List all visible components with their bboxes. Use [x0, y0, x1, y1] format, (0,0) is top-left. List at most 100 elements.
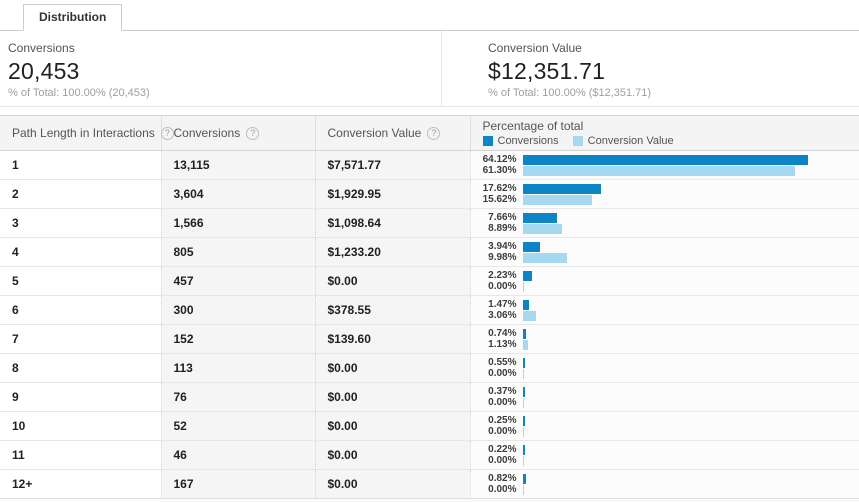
conversions-bar — [523, 474, 527, 484]
cell-path-length: 2 — [0, 180, 161, 209]
bar-track — [523, 474, 859, 484]
conversions-percent-label: 0.82% — [471, 473, 523, 484]
cell-conversions: 76 — [161, 383, 315, 412]
spacer — [0, 107, 859, 115]
cell-path-length: 1 — [0, 151, 161, 180]
path-length-table: Path Length in Interactions ? Conversion… — [0, 115, 859, 499]
summary-conversion-value-label: Conversion Value — [488, 41, 859, 55]
help-icon[interactable]: ? — [427, 127, 440, 140]
conversion-value-bar-row: 0.00% — [471, 484, 859, 495]
column-header-path-length-label: Path Length in Interactions — [12, 126, 155, 140]
legend-label-conversions: Conversions — [498, 135, 559, 147]
conversions-bar — [523, 387, 525, 397]
chart-legend: Conversions Conversion Value — [483, 135, 852, 147]
conversion-value-bar — [523, 282, 524, 292]
conversions-bar-row: 3.94% — [471, 241, 859, 252]
conversion-value-percent-label: 15.62% — [471, 194, 523, 205]
table-row: 6300$378.551.47%3.06% — [0, 296, 859, 325]
conversions-bar-row: 0.55% — [471, 357, 859, 368]
conversions-percent-label: 0.37% — [471, 386, 523, 397]
cell-conversion-value: $378.55 — [315, 296, 470, 325]
cell-conversions: 1,566 — [161, 209, 315, 238]
conversions-percent-label: 0.25% — [471, 415, 523, 426]
column-header-percentage-of-total: Percentage of total Conversions Conversi… — [470, 116, 859, 151]
cell-path-length: 10 — [0, 412, 161, 441]
summary-conversions-label: Conversions — [8, 41, 441, 55]
cell-percentage-bars: 3.94%9.98% — [470, 238, 859, 267]
conversion-value-bar — [523, 166, 796, 176]
bar-track — [523, 300, 859, 310]
cell-conversions: 152 — [161, 325, 315, 354]
conversion-value-percent-label: 3.06% — [471, 310, 523, 321]
conversions-bar — [523, 213, 557, 223]
conversions-bar-row: 0.82% — [471, 473, 859, 484]
bar-track — [523, 224, 859, 234]
conversion-value-bar-row: 3.06% — [471, 310, 859, 321]
table-row: 1146$0.000.22%0.00% — [0, 441, 859, 470]
bar-track — [523, 213, 859, 223]
conversion-value-bar — [523, 311, 537, 321]
cell-path-length: 7 — [0, 325, 161, 354]
column-header-conversions: Conversions ? — [161, 116, 315, 151]
conversion-value-bar — [523, 398, 524, 408]
conversion-value-percent-label: 0.00% — [471, 281, 523, 292]
conversion-value-bar — [523, 253, 567, 263]
cell-conversion-value: $0.00 — [315, 441, 470, 470]
cell-percentage-bars: 0.25%0.00% — [470, 412, 859, 441]
table-header-row: Path Length in Interactions ? Conversion… — [0, 116, 859, 151]
conversion-value-bar — [523, 427, 524, 437]
conversion-value-bar — [523, 369, 524, 379]
cell-percentage-bars: 1.47%3.06% — [470, 296, 859, 325]
table-row: 5457$0.002.23%0.00% — [0, 267, 859, 296]
bar-track — [523, 166, 859, 176]
conversions-percent-label: 2.23% — [471, 270, 523, 281]
cell-conversion-value: $0.00 — [315, 470, 470, 499]
bar-track — [523, 340, 859, 350]
cell-path-length: 8 — [0, 354, 161, 383]
conversion-value-percent-label: 0.00% — [471, 484, 523, 495]
conversion-value-bar-row: 8.89% — [471, 223, 859, 234]
bar-track — [523, 427, 859, 437]
column-header-conversion-value: Conversion Value ? — [315, 116, 470, 151]
conversions-percent-label: 1.47% — [471, 299, 523, 310]
conversion-value-bar-row: 9.98% — [471, 252, 859, 263]
conversion-value-bar — [523, 195, 593, 205]
conversions-percent-label: 0.22% — [471, 444, 523, 455]
cell-path-length: 5 — [0, 267, 161, 296]
bar-track — [523, 271, 859, 281]
table-row: 23,604$1,929.9517.62%15.62% — [0, 180, 859, 209]
tab-distribution[interactable]: Distribution — [23, 4, 122, 31]
conversions-bar — [523, 445, 525, 455]
conversion-value-percent-label: 1.13% — [471, 339, 523, 350]
cell-conversions: 13,115 — [161, 151, 315, 180]
cell-percentage-bars: 0.55%0.00% — [470, 354, 859, 383]
bar-track — [523, 387, 859, 397]
cell-conversion-value: $7,571.77 — [315, 151, 470, 180]
conversion-value-percent-label: 0.00% — [471, 368, 523, 379]
summary-conversion-value: Conversion Value $12,351.71 % of Total: … — [441, 31, 859, 106]
conversion-value-bar — [523, 340, 528, 350]
help-icon[interactable]: ? — [161, 127, 174, 140]
conversions-bar-row: 64.12% — [471, 154, 859, 165]
table-row: 8113$0.000.55%0.00% — [0, 354, 859, 383]
cell-conversions: 52 — [161, 412, 315, 441]
cell-path-length: 12+ — [0, 470, 161, 499]
legend-swatch-conversion-value — [573, 136, 583, 146]
help-icon[interactable]: ? — [246, 127, 259, 140]
bar-track — [523, 416, 859, 426]
bar-track — [523, 369, 859, 379]
cell-path-length: 4 — [0, 238, 161, 267]
table-row: 976$0.000.37%0.00% — [0, 383, 859, 412]
cell-conversions: 167 — [161, 470, 315, 499]
cell-path-length: 9 — [0, 383, 161, 412]
conversions-bar — [523, 358, 525, 368]
cell-conversion-value: $1,929.95 — [315, 180, 470, 209]
bar-track — [523, 485, 859, 495]
summary-conversion-value-subtext: % of Total: 100.00% ($12,351.71) — [488, 87, 859, 99]
cell-percentage-bars: 2.23%0.00% — [470, 267, 859, 296]
table-row: 7152$139.600.74%1.13% — [0, 325, 859, 354]
conversions-bar-row: 0.37% — [471, 386, 859, 397]
conversions-percent-label: 3.94% — [471, 241, 523, 252]
legend-item-conversions: Conversions — [483, 135, 559, 147]
table-row: 31,566$1,098.647.66%8.89% — [0, 209, 859, 238]
